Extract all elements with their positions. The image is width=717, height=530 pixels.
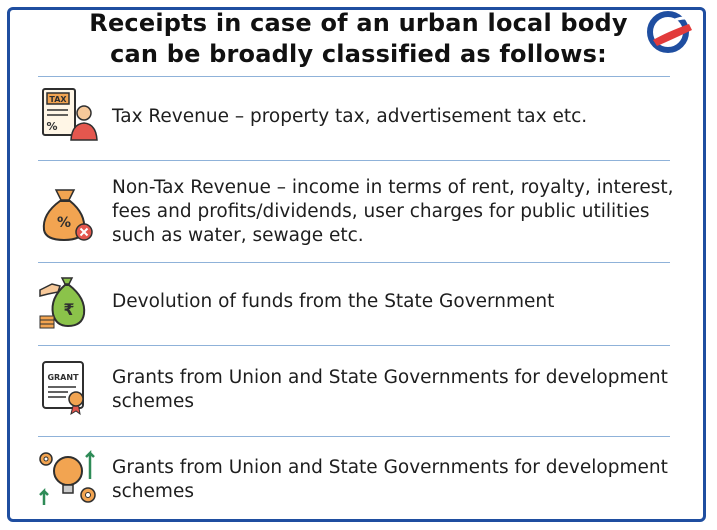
list-item-text: Tax Revenue – property tax, advertisemen… (112, 106, 588, 127)
divider (38, 160, 670, 161)
list-item-text: Grants from Union and State Governments … (112, 367, 668, 412)
svg-text:GRANT: GRANT (47, 373, 79, 382)
svg-text:%: % (57, 215, 71, 231)
divider (38, 76, 670, 77)
grant-certificate-icon: GRANT (42, 361, 84, 416)
tax-document-icon: TAX % (42, 88, 98, 141)
svg-text:TAX: TAX (49, 95, 67, 104)
card-frame (7, 7, 706, 522)
divider (38, 262, 670, 263)
list-item-text: Non-Tax Revenue – income in terms of ren… (112, 177, 674, 246)
title-line-1: Receipts in case of an urban local body (89, 9, 628, 37)
title-line-2: can be broadly classified as follows: (110, 40, 607, 68)
money-bag-percent-icon: % (42, 189, 93, 242)
list-item-text: Devolution of funds from the State Gover… (112, 291, 555, 312)
rupee-fund-transfer-icon: ₹ (39, 277, 86, 329)
divider (38, 345, 670, 346)
list-item-text: Grants from Union and State Governments … (112, 457, 668, 502)
svg-text:%: % (46, 120, 57, 133)
divider (38, 436, 670, 437)
brand-logo-icon (647, 11, 696, 53)
page-title: Receipts in case of an urban local body … (0, 8, 717, 70)
development-idea-icon (39, 449, 96, 505)
svg-text:₹: ₹ (63, 300, 74, 319)
